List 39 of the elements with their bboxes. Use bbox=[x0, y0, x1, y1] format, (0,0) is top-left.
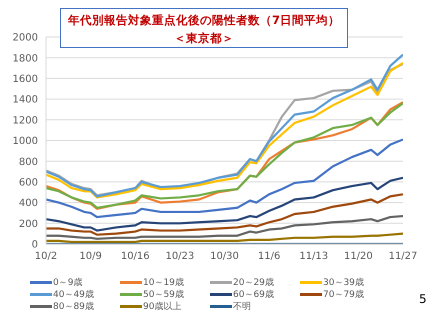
x-tick-label: 11/20 bbox=[344, 251, 373, 262]
legend-label: 30～39歳 bbox=[323, 276, 364, 288]
line-series bbox=[46, 232, 403, 244]
chart-subtitle: ＜東京都＞ bbox=[173, 30, 235, 47]
line-series bbox=[46, 138, 403, 218]
legend-label: 不明 bbox=[233, 300, 251, 312]
x-tick-label: 11/27 bbox=[388, 251, 418, 262]
legend-label: 50～59歳 bbox=[143, 288, 184, 300]
x-tick-label: 10/30 bbox=[210, 251, 239, 262]
x-tick-label: 10/23 bbox=[165, 251, 194, 262]
x-tick-label: 11/6 bbox=[258, 251, 280, 262]
y-tick-label: 600 bbox=[18, 177, 38, 188]
legend-label: 10～19歳 bbox=[143, 276, 184, 288]
y-tick-label: 400 bbox=[18, 198, 38, 210]
y-tick-label: 0 bbox=[32, 240, 38, 251]
y-tick-label: 1600 bbox=[12, 74, 38, 85]
y-tick-label: 1200 bbox=[12, 115, 38, 126]
legend-label: 90歳以上 bbox=[143, 300, 182, 312]
chart-title: 年代別報告対象重点化後の陽性者数（7日間平均） bbox=[66, 12, 341, 29]
legend-label: 80～89歳 bbox=[53, 300, 94, 312]
x-tick-label: 10/16 bbox=[120, 251, 150, 262]
line-series bbox=[46, 176, 403, 232]
legend-label: 20～29歳 bbox=[233, 276, 274, 288]
legend-label: 60～69歳 bbox=[233, 288, 274, 300]
legend-label: 0～9歳 bbox=[53, 276, 82, 288]
y-tick-label: 1400 bbox=[12, 94, 38, 106]
line-series bbox=[46, 193, 403, 236]
y-tick-label: 2000 bbox=[12, 32, 38, 44]
x-tick-label: 11/13 bbox=[299, 251, 328, 262]
line-series bbox=[46, 214, 403, 240]
x-tick-label: 10/2 bbox=[34, 251, 58, 262]
legend-label: 70～79歳 bbox=[323, 288, 364, 300]
x-tick-label: 10/9 bbox=[79, 251, 102, 262]
y-tick-label: 1800 bbox=[12, 53, 38, 64]
legend-label: 40～49歳 bbox=[53, 288, 94, 300]
y-tick-label: 200 bbox=[18, 218, 38, 230]
text: 5 bbox=[419, 292, 427, 306]
y-tick-label: 1000 bbox=[12, 136, 38, 148]
y-tick-label: 800 bbox=[18, 156, 38, 168]
